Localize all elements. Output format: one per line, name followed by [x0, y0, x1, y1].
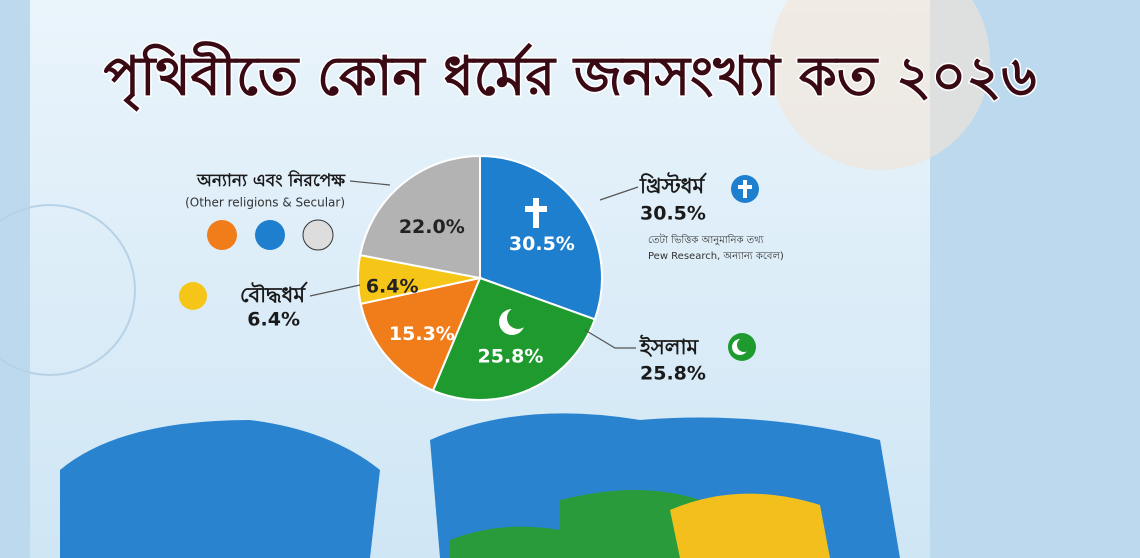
annotation: Pew Research, অন্যান্য কবেল)	[648, 251, 784, 262]
cross-badge	[738, 185, 752, 189]
n-badge	[302, 219, 334, 251]
callout-line	[584, 329, 636, 349]
callout-line	[349, 180, 391, 186]
globe-decoration	[770, 0, 990, 170]
labels: 30.5% 25.8% 15.3% 6.4% 22.0% খ্রিস্টধর্ম 30.5%…	[185, 169, 784, 385]
crescent-badge	[737, 338, 751, 352]
category-label: বৌদ্ধধর্ম	[240, 281, 308, 307]
pie-slice	[358, 154, 481, 280]
chart-title: পৃথিবীতে কোন ধর্মের জনসংখ্যা কত ২০২৬	[104, 42, 1037, 113]
slice-label: 15.3%	[389, 323, 455, 345]
annotation: (Other religions & Secular)	[185, 196, 345, 210]
category-label: ইসলাম	[639, 334, 700, 359]
callout-line	[599, 186, 639, 201]
slice-label: 22.0%	[399, 216, 465, 238]
slice-label: 25.8%	[478, 346, 544, 368]
percent-label: 30.5%	[640, 203, 706, 225]
slice-label: 6.4%	[366, 276, 419, 298]
pie-slice	[479, 154, 603, 321]
crescent-icon	[499, 307, 529, 335]
slice-label: 30.5%	[509, 233, 575, 255]
percent-label: 6.4%	[247, 309, 300, 331]
cross-icon	[525, 198, 547, 228]
percent-label: 25.8%	[640, 363, 706, 385]
star-badge	[255, 220, 285, 250]
khanda-badge	[207, 220, 237, 250]
annotation: তেটা ভিত্তিক আনুমানিক তথ্য	[648, 233, 765, 246]
pie-slice	[359, 276, 482, 392]
category-label: অন্যান্য এবং নিরপেক্ষ	[196, 169, 346, 191]
pie	[357, 154, 603, 401]
world-map	[60, 413, 900, 558]
pie-slice	[431, 276, 597, 401]
callout-line	[309, 284, 361, 297]
globe-decoration	[0, 204, 136, 376]
category-label: খ্রিস্টধর্ম	[639, 172, 707, 198]
dharma-badge	[179, 282, 207, 310]
